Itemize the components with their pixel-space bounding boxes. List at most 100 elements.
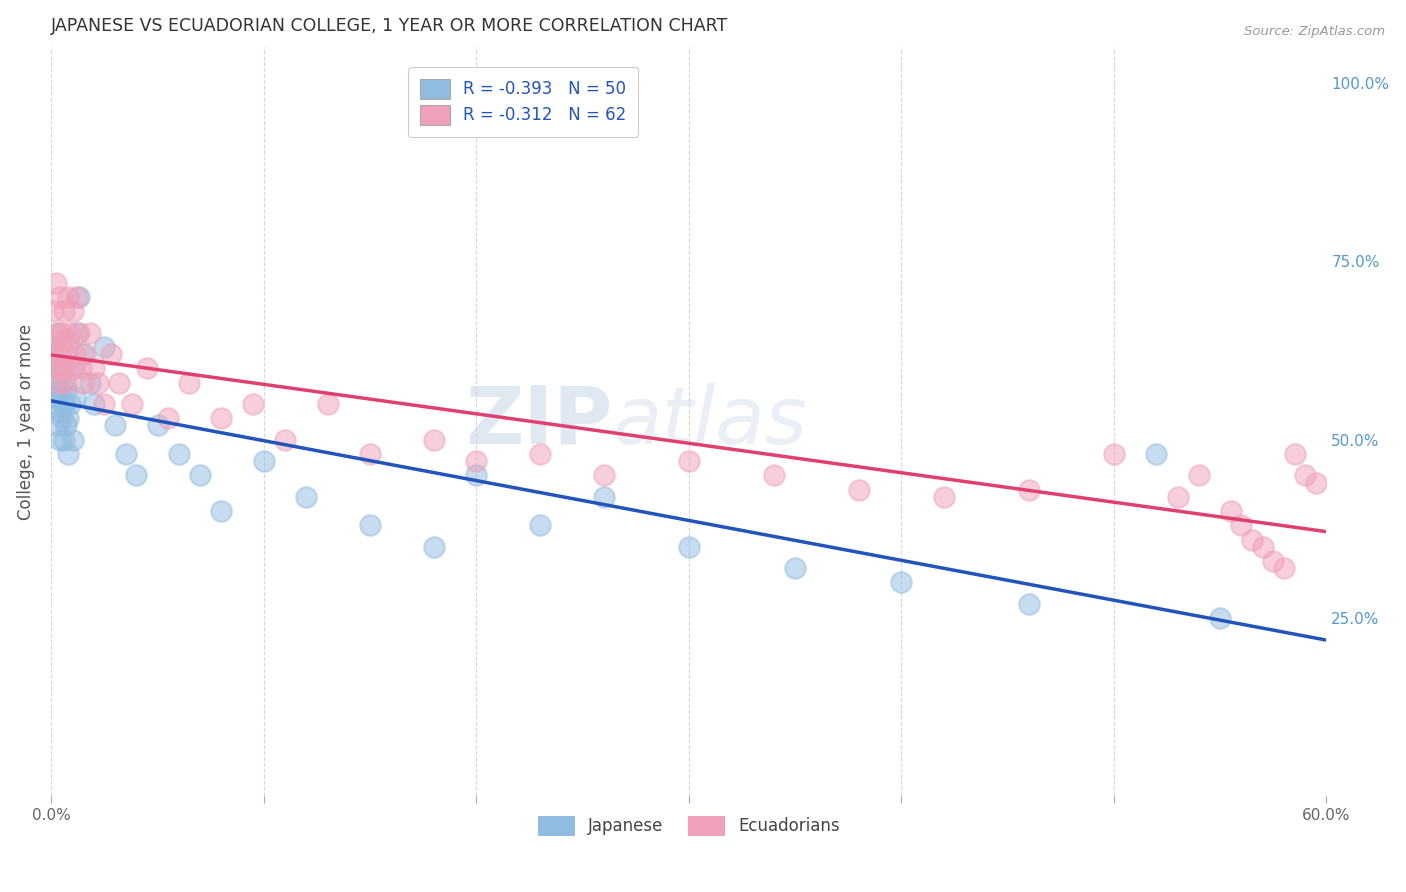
- Point: [51, 326, 73, 340]
- Point: [678, 454, 700, 468]
- Point: [167, 447, 190, 461]
- Point: [274, 433, 297, 447]
- Point: [67, 290, 90, 304]
- Point: [45, 276, 67, 290]
- Point: [1284, 447, 1306, 461]
- Point: [51, 340, 73, 354]
- Point: [79, 376, 101, 390]
- Point: [1219, 504, 1241, 518]
- Point: [49, 347, 72, 361]
- Point: [53, 304, 76, 318]
- Point: [46, 383, 69, 397]
- Point: [359, 518, 381, 533]
- Point: [83, 361, 105, 376]
- Point: [58, 447, 80, 461]
- Point: [87, 376, 110, 390]
- Point: [465, 468, 488, 483]
- Point: [49, 404, 72, 418]
- Point: [1209, 611, 1232, 625]
- Point: [55, 383, 77, 397]
- Point: [59, 326, 82, 340]
- Point: [45, 333, 67, 347]
- Point: [53, 433, 76, 447]
- Point: [423, 540, 446, 554]
- Point: [67, 326, 90, 340]
- Point: [42, 347, 65, 361]
- Point: [51, 361, 73, 376]
- Point: [179, 376, 201, 390]
- Point: [93, 397, 115, 411]
- Point: [62, 361, 84, 376]
- Point: [593, 490, 616, 504]
- Point: [125, 468, 148, 483]
- Point: [242, 397, 264, 411]
- Point: [46, 326, 69, 340]
- Point: [423, 433, 446, 447]
- Point: [42, 390, 65, 404]
- Point: [1188, 468, 1211, 483]
- Point: [359, 447, 381, 461]
- Point: [785, 561, 807, 575]
- Point: [51, 411, 73, 425]
- Point: [58, 333, 80, 347]
- Point: [62, 304, 84, 318]
- Point: [1167, 490, 1189, 504]
- Y-axis label: College, 1 year or more: College, 1 year or more: [17, 324, 35, 520]
- Point: [53, 397, 76, 411]
- Point: [49, 433, 72, 447]
- Point: [46, 326, 69, 340]
- Point: [45, 361, 67, 376]
- Point: [146, 418, 169, 433]
- Point: [59, 397, 82, 411]
- Point: [46, 376, 69, 390]
- Point: [46, 418, 69, 433]
- Point: [55, 376, 77, 390]
- Point: [1241, 533, 1264, 547]
- Point: [1294, 468, 1316, 483]
- Point: [932, 490, 955, 504]
- Point: [209, 504, 232, 518]
- Point: [114, 447, 136, 461]
- Point: [1230, 518, 1253, 533]
- Point: [51, 376, 73, 390]
- Legend: Japanese, Ecuadorians: Japanese, Ecuadorians: [530, 807, 848, 845]
- Point: [45, 397, 67, 411]
- Point: [83, 397, 105, 411]
- Point: [66, 326, 89, 340]
- Point: [465, 454, 488, 468]
- Point: [157, 411, 180, 425]
- Point: [848, 483, 870, 497]
- Point: [136, 361, 159, 376]
- Point: [104, 418, 127, 433]
- Point: [58, 290, 80, 304]
- Point: [75, 347, 97, 361]
- Point: [762, 468, 785, 483]
- Point: [593, 468, 616, 483]
- Point: [63, 390, 86, 404]
- Point: [42, 304, 65, 318]
- Point: [100, 347, 122, 361]
- Point: [62, 433, 84, 447]
- Text: JAPANESE VS ECUADORIAN COLLEGE, 1 YEAR OR MORE CORRELATION CHART: JAPANESE VS ECUADORIAN COLLEGE, 1 YEAR O…: [52, 17, 728, 35]
- Point: [72, 376, 94, 390]
- Point: [45, 376, 67, 390]
- Point: [1251, 540, 1274, 554]
- Point: [1305, 475, 1327, 490]
- Point: [209, 411, 232, 425]
- Point: [45, 361, 67, 376]
- Text: atlas: atlas: [613, 383, 807, 461]
- Point: [66, 290, 89, 304]
- Point: [1102, 447, 1125, 461]
- Point: [1018, 597, 1040, 611]
- Point: [79, 326, 101, 340]
- Text: ZIP: ZIP: [465, 383, 613, 461]
- Point: [42, 347, 65, 361]
- Point: [678, 540, 700, 554]
- Point: [49, 290, 72, 304]
- Point: [188, 468, 211, 483]
- Point: [55, 347, 77, 361]
- Point: [1018, 483, 1040, 497]
- Point: [529, 518, 551, 533]
- Text: Source: ZipAtlas.com: Source: ZipAtlas.com: [1244, 25, 1385, 38]
- Point: [890, 575, 912, 590]
